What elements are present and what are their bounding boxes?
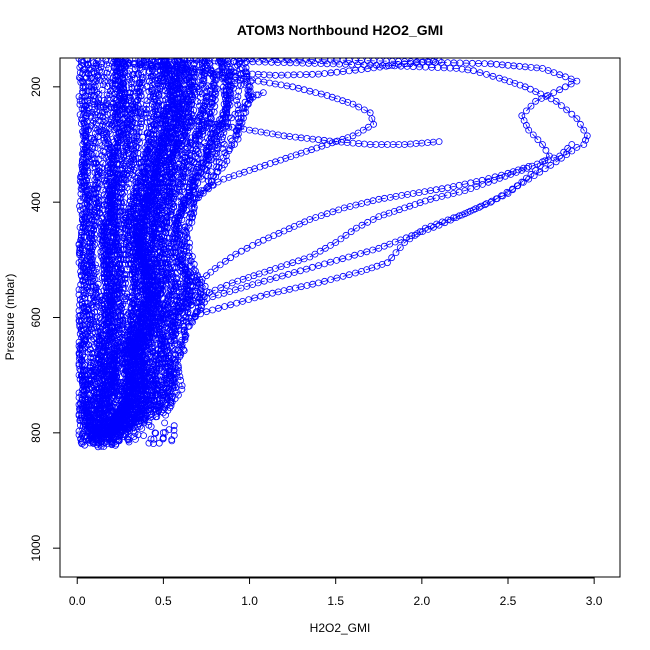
plot-data (75, 58, 591, 451)
data-point (143, 118, 151, 126)
profile-line (100, 59, 127, 433)
data-point (118, 199, 126, 207)
data-point (201, 282, 209, 290)
data-point (234, 135, 242, 143)
data-point (123, 271, 130, 279)
data-point (219, 154, 227, 162)
data-point (140, 58, 148, 62)
data-point (123, 160, 130, 168)
data-point (237, 114, 245, 122)
chart-title: ATOM3 Northbound H2O2_GMI (237, 22, 443, 38)
data-point (143, 105, 150, 113)
data-point (126, 58, 134, 63)
